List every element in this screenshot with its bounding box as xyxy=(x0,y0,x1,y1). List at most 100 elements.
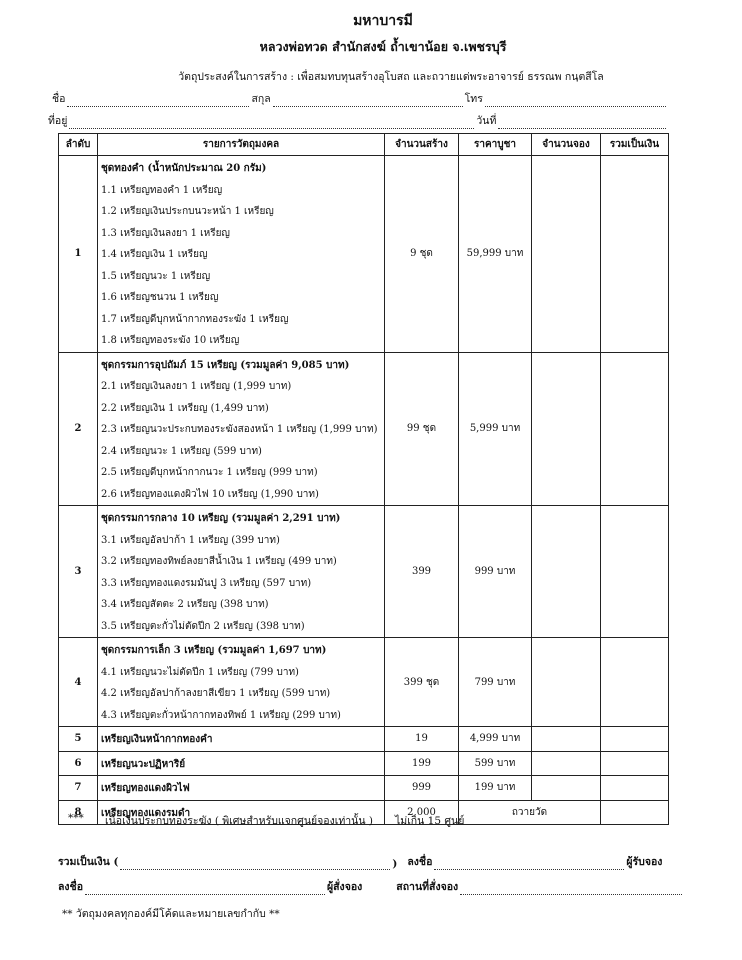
total-cell xyxy=(600,775,669,801)
item-cell: เหรียญทองแดงผิวไฟ xyxy=(97,775,385,801)
item-line: 4.2 เหรียญอัลปาก้าลงยาสีเขียว 1 เหรียญ (… xyxy=(101,688,331,699)
item-title: เหรียญทองแดงผิวไฟ xyxy=(101,783,190,794)
item-row: 8 เหรียญทองแดงรมดำ 2,000 ถวายวัด xyxy=(58,799,669,825)
item-line: 1.7 เหรียญดีบุกหน้ากากทองระฆัง 1 เหรียญ xyxy=(101,313,289,325)
quantity: 199 xyxy=(384,750,459,776)
total-cell xyxy=(600,351,669,506)
footer-line-1: รวมเป็นเงิน ( ) ลงชื่อ ผู้รับจอง xyxy=(58,853,742,870)
item-line: 1.8 เหรียญทองระฆัง 10 เหรียญ xyxy=(101,335,240,346)
item-title: ชุดกรรมการกลาง 10 เหรียญ (รวมมูลค่า 2,29… xyxy=(101,513,341,524)
header-row: ลำดับ รายการวัตถุมงคล จำนวนสร้าง ราคาบูชา จำ… xyxy=(58,133,669,156)
item-line: 4.3 เหรียญตะกั่วหน้ากากทองทิพย์ 1 เหรียญ… xyxy=(101,709,341,721)
item-row: 2 ชุดกรรมการอุปถัมภ์ 15 เหรียญ (รวมมูลค่า… xyxy=(58,351,669,506)
row-number: 4 xyxy=(58,637,98,727)
item-title: เหรียญทองแดงรมดำ xyxy=(101,807,191,819)
item-title: เหรียญนวะปฏิหาริย์ xyxy=(101,758,186,770)
item-line: 2.3 เหรียญนวะประกบทองระฆังสองหน้า 1 เหรี… xyxy=(101,424,378,435)
row-number: 2 xyxy=(58,351,98,506)
quantity: 99 ชุด xyxy=(384,351,459,506)
price: 5,999 บาท xyxy=(458,351,532,506)
phone-label: โทร xyxy=(464,93,483,105)
quantity: 19 xyxy=(384,726,459,752)
item-line: 3.1 เหรียญอัลปาก้า 1 เหรียญ (399 บาท) xyxy=(101,534,280,546)
item-row: 4 ชุดกรรมการเล็ก 3 เหรียญ (รวมมูลค่า 1,69… xyxy=(58,637,669,727)
quantity: 399 xyxy=(384,505,459,638)
surname-label: สกุล xyxy=(251,93,271,105)
row-number: 6 xyxy=(58,750,98,776)
item-line: 2.2 เหรียญเงิน 1 เหรียญ (1,499 บาท) xyxy=(101,402,269,414)
note-limit: ไม่เกิน 15 ศูนย์ xyxy=(395,815,465,827)
subtitle: หลวงพ่อทวด สำนักสงฆ์ ถ้ำเขาน้อย จ.เพชรบุ… xyxy=(259,39,507,54)
row-number: 1 xyxy=(58,155,98,353)
receiver-label: ผู้รับจอง xyxy=(626,856,663,868)
item-row: 3 ชุดกรรมการกลาง 10 เหรียญ (รวมมูลค่า 2,2… xyxy=(58,505,669,638)
date-label: วันที่ xyxy=(476,115,497,127)
item-row: 7 เหรียญทองแดงผิวไฟ 999 199 บาท xyxy=(58,775,669,801)
quantity: 2,000 xyxy=(384,799,459,825)
row-number: 8 xyxy=(58,799,98,825)
item-title: เหรียญเงินหน้ากากทองคำ xyxy=(101,734,213,745)
column-header: จำนวนจอง xyxy=(531,133,601,156)
footer-line-2: ลงชื่อ ผู้สั่งจอง สถานที่สั่งจอง xyxy=(58,878,742,895)
total-cell xyxy=(600,505,669,638)
item-line: 1.3 เหรียญเงินลงยา 1 เหรียญ xyxy=(101,227,230,239)
row-number: 5 xyxy=(58,726,98,752)
item-line: 3.5 เหรียญตะกั่วไม่ตัดปีก 2 เหรียญ (398 … xyxy=(101,620,305,632)
column-header: ราคาบูชา xyxy=(458,133,532,156)
reserve-cell xyxy=(531,775,601,801)
quantity: 999 xyxy=(384,775,459,801)
total-cell xyxy=(600,726,669,752)
address-label: ที่อยู่ xyxy=(48,115,68,127)
purpose: วัตถุประสงค์ในการสร้าง : เพื่อสมทบทุนสร้… xyxy=(178,71,604,83)
item-row: 1 ชุดทองคำ (น้ำหนักประมาณ 20 กรัม) 1.1 เหร… xyxy=(58,155,669,353)
item-title: ชุดกรรมการเล็ก 3 เหรียญ (รวมมูลค่า 1,697… xyxy=(101,645,327,656)
row-number: 3 xyxy=(58,505,98,638)
note-text: เนื้อเงินประกบทองระฆัง ( พิเศษสำหรับแจกศ… xyxy=(105,815,373,827)
total-cell xyxy=(600,155,669,353)
price: 199 บาท xyxy=(458,775,532,801)
price: 4,999 บาท xyxy=(458,726,532,752)
item-row: 6 เหรียญนวะปฏิหาริย์ 199 599 บาท xyxy=(58,750,669,776)
item-line: 4.1 เหรียญนวะไม่ตัดปีก 1 เหรียญ (799 บาท… xyxy=(101,666,299,678)
total-close: ) xyxy=(392,858,398,870)
reserve-cell xyxy=(531,750,601,776)
item-cell: เหรียญนวะปฏิหาริย์ xyxy=(97,750,385,776)
price: 59,999 บาท xyxy=(458,155,532,353)
reserve-cell xyxy=(531,351,601,506)
item-line: 2.5 เหรียญดีบุกหน้ากากนวะ 1 เหรียญ (999 … xyxy=(101,467,318,478)
sign-label: ลงชื่อ xyxy=(407,856,433,868)
item-line: 1.4 เหรียญเงิน 1 เหรียญ xyxy=(101,249,208,260)
column-header: ลำดับ xyxy=(58,133,98,156)
reserve-cell xyxy=(531,637,601,727)
total-label: รวมเป็นเงิน ( xyxy=(58,856,119,868)
item-title: ชุดทองคำ (น้ำหนักประมาณ 20 กรัม) xyxy=(101,163,267,174)
reserve-cell xyxy=(531,505,601,638)
item-cell: ชุดกรรมการกลาง 10 เหรียญ (รวมมูลค่า 2,29… xyxy=(97,505,385,638)
item-line: 2.6 เหรียญทองแดงผิวไฟ 10 เหรียญ (1,990 บ… xyxy=(101,488,319,500)
price: 599 บาท xyxy=(458,750,532,776)
total-cell xyxy=(600,637,669,727)
item-line: 2.1 เหรียญเงินลงยา 1 เหรียญ (1,999 บาท) xyxy=(101,381,292,392)
row-number: 7 xyxy=(58,775,98,801)
note-mark: *** xyxy=(68,812,84,824)
item-cell: เหรียญเงินหน้ากากทองคำ xyxy=(97,726,385,752)
column-header: รายการวัตถุมงคล xyxy=(97,133,385,156)
remark: ถวายวัด xyxy=(458,799,601,825)
place-label: สถานที่สั่งจอง xyxy=(396,881,459,893)
item-cell: ชุดทองคำ (น้ำหนักประมาณ 20 กรัม) 1.1 เหรี… xyxy=(97,155,385,353)
item-table: ลำดับ รายการวัตถุมงคล จำนวนสร้าง ราคาบูชา จำ… xyxy=(58,133,669,825)
total-cell xyxy=(600,799,669,825)
reserve-cell xyxy=(531,155,601,353)
item-line: 3.4 เหรียญสัตตะ 2 เหรียญ (398 บาท) xyxy=(101,599,269,610)
item-cell: ชุดกรรมการอุปถัมภ์ 15 เหรียญ (รวมมูลค่า … xyxy=(97,351,385,506)
name-label: ชื่อ xyxy=(52,93,66,105)
column-header: รวมเป็นเงิน xyxy=(600,133,669,156)
item-line: 2.4 เหรียญนวะ 1 เหรียญ (599 บาท) xyxy=(101,445,262,457)
item-line: 1.5 เหรียญนวะ 1 เหรียญ xyxy=(101,270,211,282)
item-line: 1.1 เหรียญทองคำ 1 เหรียญ xyxy=(101,184,223,196)
form-line-2: ที่อยู่ วันที่ xyxy=(48,112,668,129)
price: 799 บาท xyxy=(458,637,532,727)
form-line-1: ชื่อ สกุล โทร xyxy=(52,90,668,107)
reserve-cell xyxy=(531,726,601,752)
